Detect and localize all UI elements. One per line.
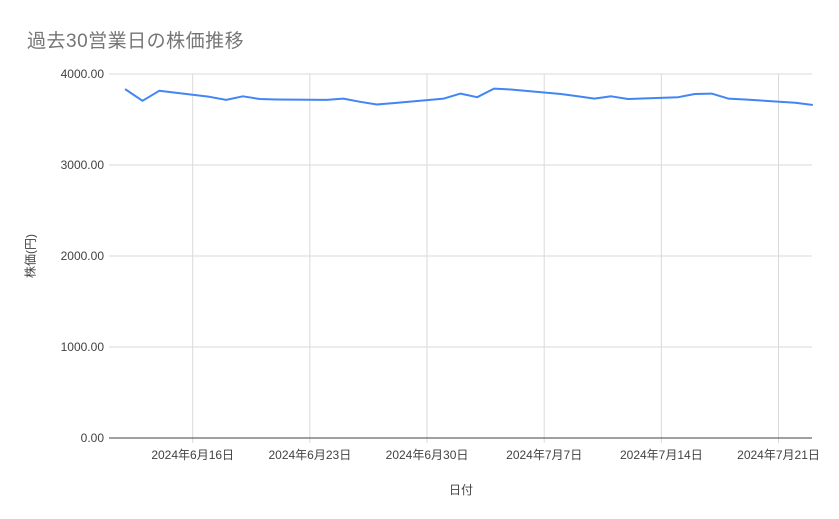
x-axis-tick-label: 2024年6月30日: [385, 448, 469, 462]
x-axis-tick-label: 2024年6月16日: [151, 448, 235, 462]
x-axis-tick-label: 2024年7月21日: [737, 448, 820, 462]
y-axis-tick-label: 3000.00: [60, 158, 104, 172]
x-axis-title: 日付: [448, 483, 474, 497]
y-axis-tick-label: 1000.00: [60, 340, 104, 354]
stock-price-line: [124, 87, 813, 106]
x-axis-tick-label: 2024年7月14日: [619, 448, 703, 462]
x-axis-tick-label: 2024年6月23日: [268, 448, 352, 462]
y-axis-tick-label: 2000.00: [60, 249, 104, 263]
y-axis-tick-label: 0.00: [80, 431, 104, 445]
chart-title: 過去30営業日の株価推移: [27, 31, 245, 52]
y-axis-tick-label: 4000.00: [60, 67, 104, 81]
x-axis-tick-label: 2024年7月7日: [506, 448, 583, 462]
